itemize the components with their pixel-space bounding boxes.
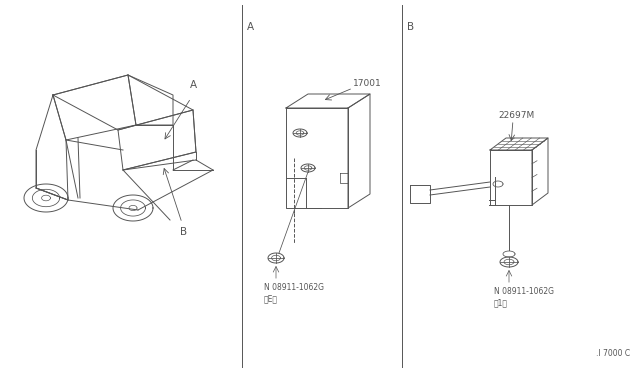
Text: N 08911-1062G
（1）: N 08911-1062G （1） bbox=[494, 287, 554, 308]
Text: B: B bbox=[407, 22, 414, 32]
Text: 17001: 17001 bbox=[353, 79, 381, 88]
Text: N 08911-1062G
（E）: N 08911-1062G （E） bbox=[264, 283, 324, 304]
Text: B: B bbox=[180, 227, 187, 237]
Text: A: A bbox=[190, 80, 197, 90]
Text: A: A bbox=[247, 22, 254, 32]
Text: .I 7000 C: .I 7000 C bbox=[596, 349, 630, 358]
Text: 22697M: 22697M bbox=[498, 111, 534, 120]
